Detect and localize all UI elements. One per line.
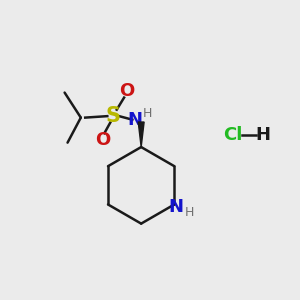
Text: N: N xyxy=(127,111,142,129)
Text: H: H xyxy=(184,206,194,219)
Text: H: H xyxy=(256,126,271,144)
Text: H: H xyxy=(143,107,152,120)
Text: S: S xyxy=(106,106,121,126)
Polygon shape xyxy=(138,122,144,147)
Text: O: O xyxy=(95,131,110,149)
Text: O: O xyxy=(119,82,134,100)
Text: Cl: Cl xyxy=(224,126,243,144)
Text: N: N xyxy=(168,198,183,216)
